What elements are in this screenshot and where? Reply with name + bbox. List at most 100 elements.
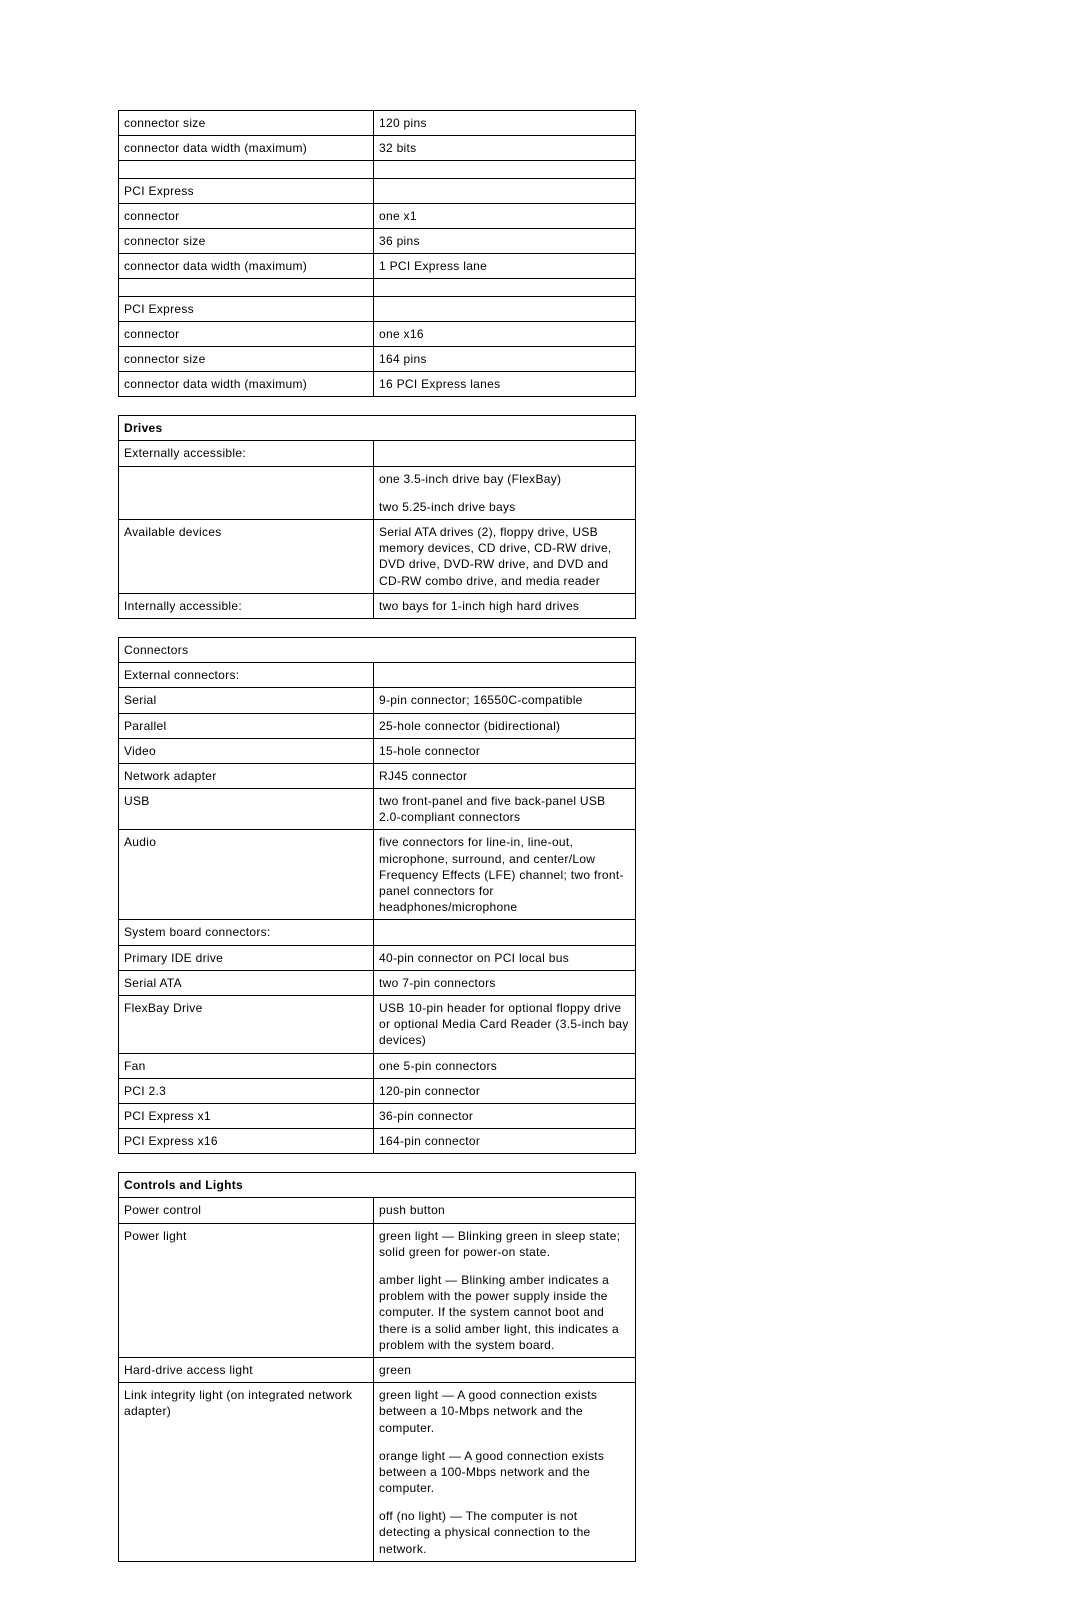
spec-value: green light — A good connection exists b… xyxy=(374,1383,636,1562)
expansion-tbody: connector size120 pinsconnector data wid… xyxy=(119,111,636,397)
table-row: one 3.5-inch drive bay (FlexBay)two 5.25… xyxy=(119,466,636,519)
spec-label: Internally accessible: xyxy=(119,593,374,618)
table-row: Hard-drive access lightgreen xyxy=(119,1357,636,1382)
spec-value: RJ45 connector xyxy=(374,763,636,788)
spec-label: PCI 2.3 xyxy=(119,1078,374,1103)
table-row: connector data width (maximum)32 bits xyxy=(119,136,636,161)
spec-value: 120-pin connector xyxy=(374,1078,636,1103)
controls-tbody: Power controlpush buttonPower lightgreen… xyxy=(119,1198,636,1561)
table-row: Fanone 5-pin connectors xyxy=(119,1053,636,1078)
spec-label: Hard-drive access light xyxy=(119,1357,374,1382)
spec-label: connector xyxy=(119,321,374,346)
spec-value: one 5-pin connectors xyxy=(374,1053,636,1078)
table-row: Serial9-pin connector; 16550C-compatible xyxy=(119,688,636,713)
table-row: connector data width (maximum)16 PCI Exp… xyxy=(119,372,636,397)
spec-value: 25-hole connector (bidirectional) xyxy=(374,713,636,738)
spec-label: Video xyxy=(119,738,374,763)
spec-label: connector data width (maximum) xyxy=(119,254,374,279)
table-row: USBtwo front-panel and five back-panel U… xyxy=(119,789,636,830)
spec-label: Primary IDE drive xyxy=(119,945,374,970)
spec-label: connector xyxy=(119,203,374,228)
spec-value: 9-pin connector; 16550C-compatible xyxy=(374,688,636,713)
table-row: Serial ATAtwo 7-pin connectors xyxy=(119,970,636,995)
table-row: Externally accessible: xyxy=(119,441,636,466)
spec-value: 120 pins xyxy=(374,111,636,136)
spec-label: Power light xyxy=(119,1223,374,1357)
spec-label: External connectors: xyxy=(119,663,374,688)
expansion-table: connector size120 pinsconnector data wid… xyxy=(118,110,636,397)
table-row: External connectors: xyxy=(119,663,636,688)
spec-label: System board connectors: xyxy=(119,920,374,945)
table-row: connectorone x1 xyxy=(119,203,636,228)
spec-label: USB xyxy=(119,789,374,830)
spec-value: 164-pin connector xyxy=(374,1129,636,1154)
spec-value: 36 pins xyxy=(374,228,636,253)
table-row: PCI Express xyxy=(119,178,636,203)
spec-value: Serial ATA drives (2), floppy drive, USB… xyxy=(374,520,636,594)
spec-label: PCI Express x16 xyxy=(119,1129,374,1154)
spec-label: Serial xyxy=(119,688,374,713)
spec-value xyxy=(374,296,636,321)
spec-value: green xyxy=(374,1357,636,1382)
table-row xyxy=(119,279,636,296)
spec-label: Power control xyxy=(119,1198,374,1223)
spec-value: two 7-pin connectors xyxy=(374,970,636,995)
spec-value: 164 pins xyxy=(374,346,636,371)
table-row: PCI 2.3120-pin connector xyxy=(119,1078,636,1103)
spec-label: connector size xyxy=(119,228,374,253)
spec-label: Parallel xyxy=(119,713,374,738)
connectors-table: Connectors External connectors:Serial9-p… xyxy=(118,637,636,1154)
table-row: Audiofive connectors for line-in, line-o… xyxy=(119,830,636,920)
spec-value: 1 PCI Express lane xyxy=(374,254,636,279)
spec-label: PCI Express xyxy=(119,178,374,203)
spec-value: 40-pin connector on PCI local bus xyxy=(374,945,636,970)
spec-value: 32 bits xyxy=(374,136,636,161)
spec-label: connector data width (maximum) xyxy=(119,372,374,397)
table-row: Power controlpush button xyxy=(119,1198,636,1223)
spec-label: connector size xyxy=(119,111,374,136)
spec-label: Fan xyxy=(119,1053,374,1078)
spec-value: five connectors for line-in, line-out, m… xyxy=(374,830,636,920)
table-row: connector size164 pins xyxy=(119,346,636,371)
spec-value xyxy=(374,663,636,688)
spec-label: Available devices xyxy=(119,520,374,594)
table-row: connector size36 pins xyxy=(119,228,636,253)
spec-value: 15-hole connector xyxy=(374,738,636,763)
spec-value: two bays for 1-inch high hard drives xyxy=(374,593,636,618)
drives-tbody: Externally accessible:one 3.5-inch drive… xyxy=(119,441,636,619)
spec-label: FlexBay Drive xyxy=(119,995,374,1053)
spec-value: one 3.5-inch drive bay (FlexBay)two 5.25… xyxy=(374,466,636,519)
table-row: PCI Express x16164-pin connector xyxy=(119,1129,636,1154)
spec-label xyxy=(119,466,374,519)
connectors-tbody: External connectors:Serial9-pin connecto… xyxy=(119,663,636,1154)
spec-value: one x16 xyxy=(374,321,636,346)
spec-label: connector size xyxy=(119,346,374,371)
table-row: PCI Express xyxy=(119,296,636,321)
spec-label: connector data width (maximum) xyxy=(119,136,374,161)
table-row: Primary IDE drive40-pin connector on PCI… xyxy=(119,945,636,970)
table-row: Internally accessible:two bays for 1-inc… xyxy=(119,593,636,618)
table-row: Parallel25-hole connector (bidirectional… xyxy=(119,713,636,738)
controls-table: Controls and Lights Power controlpush bu… xyxy=(118,1172,636,1562)
table-row: Network adapterRJ45 connector xyxy=(119,763,636,788)
table-row xyxy=(119,161,636,178)
spec-label: Audio xyxy=(119,830,374,920)
spec-label: PCI Express x1 xyxy=(119,1103,374,1128)
drives-table: Drives Externally accessible:one 3.5-inc… xyxy=(118,415,636,619)
table-row: PCI Express x136-pin connector xyxy=(119,1103,636,1128)
table-row: connector size120 pins xyxy=(119,111,636,136)
spec-value xyxy=(374,441,636,466)
table-row: FlexBay DriveUSB 10-pin header for optio… xyxy=(119,995,636,1053)
spec-label: Serial ATA xyxy=(119,970,374,995)
controls-title: Controls and Lights xyxy=(119,1173,636,1198)
spec-label: Network adapter xyxy=(119,763,374,788)
table-row: connectorone x16 xyxy=(119,321,636,346)
spec-value: 16 PCI Express lanes xyxy=(374,372,636,397)
spec-value: push button xyxy=(374,1198,636,1223)
spec-value: USB 10-pin header for optional floppy dr… xyxy=(374,995,636,1053)
spec-value: 36-pin connector xyxy=(374,1103,636,1128)
table-row: Available devicesSerial ATA drives (2), … xyxy=(119,520,636,594)
spec-value: one x1 xyxy=(374,203,636,228)
spec-value xyxy=(374,920,636,945)
connectors-title: Connectors xyxy=(119,637,636,662)
